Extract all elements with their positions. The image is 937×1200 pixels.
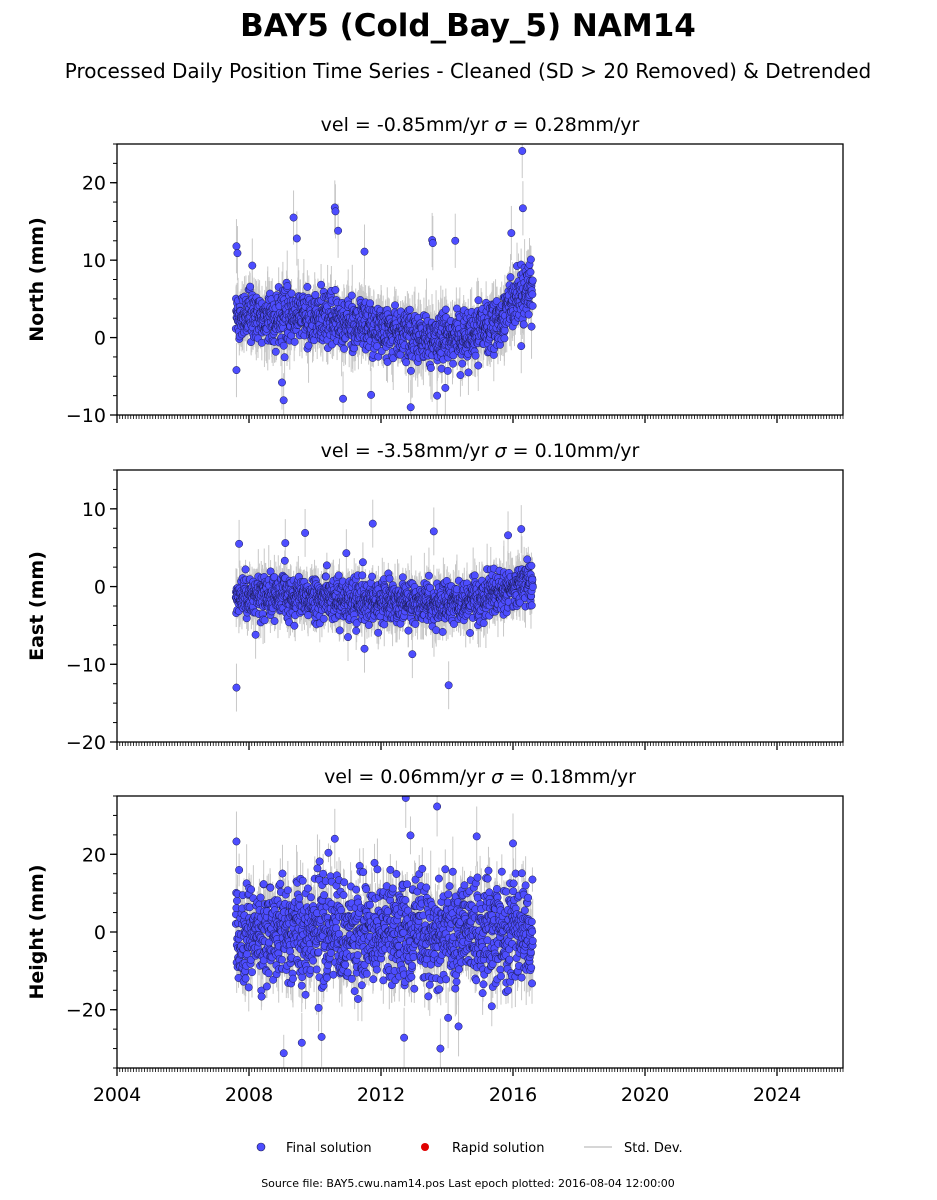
panel-title-east: vel = -3.58mm/yr σ = 0.10mm/yr bbox=[321, 440, 640, 462]
data-point bbox=[492, 297, 501, 306]
data-point bbox=[331, 207, 340, 216]
figure-title: BAY5 (Cold_Bay_5) NAM14 bbox=[240, 8, 696, 44]
data-point bbox=[519, 320, 528, 329]
data-point bbox=[366, 299, 375, 308]
data-point bbox=[441, 383, 450, 392]
data-point bbox=[334, 226, 343, 235]
data-point bbox=[464, 368, 473, 377]
data-point bbox=[290, 337, 299, 346]
panel-title-north: vel = -0.85mm/yr σ = 0.28mm/yr bbox=[321, 114, 640, 136]
data-point bbox=[406, 403, 415, 412]
data-point bbox=[443, 366, 452, 375]
data-point bbox=[458, 359, 467, 368]
data-point bbox=[303, 282, 312, 291]
data-point bbox=[271, 347, 280, 356]
data-point bbox=[339, 394, 347, 403]
data-point bbox=[407, 366, 415, 375]
data-point bbox=[350, 344, 359, 353]
data-point bbox=[280, 353, 289, 362]
data-point bbox=[373, 342, 381, 351]
data-point bbox=[289, 213, 298, 222]
y-tick-label: 20 bbox=[82, 173, 106, 195]
data-point bbox=[527, 322, 536, 331]
data-point bbox=[426, 364, 435, 372]
data-point bbox=[474, 296, 483, 305]
data-point bbox=[347, 291, 356, 300]
data-point bbox=[287, 289, 296, 298]
data-point bbox=[233, 249, 242, 258]
figure-subtitle: Processed Daily Position Time Series - C… bbox=[65, 59, 871, 83]
data-point bbox=[500, 334, 509, 343]
data-point bbox=[518, 204, 527, 213]
data-point bbox=[526, 268, 535, 277]
data-point bbox=[507, 229, 516, 237]
data-point bbox=[270, 617, 279, 626]
data-point bbox=[248, 261, 257, 270]
data-point bbox=[441, 305, 450, 314]
ylabel-north: North (mm) bbox=[26, 217, 48, 342]
data-point bbox=[526, 255, 535, 264]
data-point bbox=[518, 147, 527, 155]
data-point bbox=[340, 344, 349, 353]
y-tick-label: −10 bbox=[66, 405, 106, 427]
data-point bbox=[360, 247, 369, 256]
data-point bbox=[451, 236, 460, 245]
data-point bbox=[402, 358, 411, 367]
data-point bbox=[279, 341, 288, 350]
ylabel-east: East (mm) bbox=[26, 551, 48, 661]
data-point bbox=[260, 616, 269, 625]
series-east bbox=[231, 499, 537, 712]
std-dev-bars-north bbox=[235, 144, 534, 415]
data-point bbox=[283, 282, 292, 291]
data-point bbox=[428, 239, 437, 248]
series-north bbox=[231, 144, 537, 415]
data-point bbox=[456, 371, 465, 380]
data-point bbox=[517, 342, 526, 351]
data-point bbox=[278, 378, 286, 387]
data-point bbox=[317, 280, 326, 289]
data-point bbox=[471, 351, 480, 360]
data-point bbox=[311, 290, 320, 299]
data-point bbox=[528, 276, 537, 285]
y-tick-label: 0 bbox=[94, 328, 106, 350]
data-point bbox=[331, 286, 340, 294]
axes-frame-north bbox=[116, 143, 844, 416]
data-point bbox=[474, 361, 483, 370]
data-point bbox=[528, 290, 537, 299]
y-tick-label: 10 bbox=[82, 250, 106, 272]
data-point bbox=[246, 282, 255, 291]
data-point bbox=[506, 273, 515, 282]
data-point bbox=[500, 326, 509, 335]
panel-north: vel = -0.85mm/yr σ = 0.28mm/yr North (mm)… bbox=[26, 114, 844, 427]
data-point bbox=[292, 234, 301, 243]
final-solution-points-north bbox=[231, 147, 537, 412]
data-point bbox=[433, 391, 442, 400]
data-point bbox=[449, 359, 457, 368]
data-point bbox=[528, 301, 537, 310]
data-point bbox=[241, 565, 250, 574]
final-solution-points-east bbox=[231, 519, 537, 692]
data-point bbox=[367, 390, 376, 399]
data-point bbox=[391, 301, 399, 310]
data-point bbox=[232, 366, 241, 375]
data-point bbox=[304, 341, 313, 350]
data-point bbox=[524, 310, 533, 319]
data-point bbox=[232, 242, 241, 251]
data-point bbox=[279, 396, 288, 405]
data-point bbox=[405, 305, 414, 314]
data-point bbox=[280, 556, 289, 565]
data-point bbox=[383, 358, 392, 366]
